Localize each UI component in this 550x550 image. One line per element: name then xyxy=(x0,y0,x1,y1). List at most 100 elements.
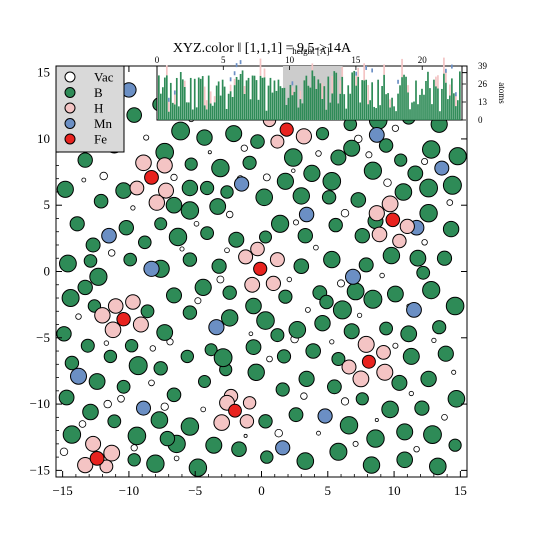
point-h xyxy=(381,195,399,213)
point-b xyxy=(387,285,404,303)
inset-bar xyxy=(437,88,439,120)
inset-bar xyxy=(209,103,212,120)
point-b xyxy=(58,389,75,406)
point-b xyxy=(200,180,215,196)
inset-bar xyxy=(171,102,174,120)
inset-bar xyxy=(197,77,200,120)
inset-bar xyxy=(357,76,360,120)
point-b xyxy=(330,149,347,166)
inset-bar-h xyxy=(229,84,232,92)
y-tick-label: 15 xyxy=(37,65,50,80)
inset-title: height [A] xyxy=(292,46,329,56)
point-b xyxy=(297,228,313,244)
inset-bar-mn xyxy=(445,68,447,73)
point-h xyxy=(392,233,407,249)
inset-bar-h xyxy=(437,75,439,89)
inset-bar xyxy=(433,79,435,120)
inset-bar xyxy=(291,95,294,120)
point-b xyxy=(331,352,346,366)
x-tick-label: 10 xyxy=(388,483,401,498)
inset-bar xyxy=(415,80,417,120)
inset-bar-h xyxy=(321,83,324,99)
point-b xyxy=(366,429,385,448)
point-vac xyxy=(179,246,185,252)
inset-bar-h xyxy=(233,78,236,86)
inset-bar xyxy=(249,99,252,120)
point-b xyxy=(107,414,122,429)
point-h xyxy=(135,154,152,172)
point-b xyxy=(432,320,447,335)
inset-bar xyxy=(227,93,230,120)
point-vac xyxy=(240,144,248,152)
point-b xyxy=(221,309,239,327)
point-vac xyxy=(194,297,202,305)
inset-bar xyxy=(323,86,326,120)
point-b xyxy=(211,258,227,274)
point-b xyxy=(448,438,462,452)
inset-y-label: atoms xyxy=(497,82,507,104)
point-b xyxy=(56,180,74,198)
point-b xyxy=(168,227,188,247)
inset-bar xyxy=(219,95,222,120)
inset-bar xyxy=(375,108,377,120)
point-h xyxy=(269,252,285,268)
y-tick-label: −15 xyxy=(30,462,50,477)
inset-bar-mn xyxy=(229,77,232,82)
inset-bar-h xyxy=(331,75,334,94)
inset-bar xyxy=(343,94,346,120)
point-h xyxy=(371,226,388,243)
inset-bar xyxy=(319,83,322,120)
inset-bar-h xyxy=(165,65,168,76)
point-b xyxy=(429,457,447,476)
point-b xyxy=(198,375,211,388)
inset-bar xyxy=(271,92,274,120)
point-vac xyxy=(392,342,399,349)
inset-bar xyxy=(187,102,190,120)
point-vac xyxy=(292,219,299,226)
inset-bar xyxy=(229,91,232,120)
inset-bar xyxy=(335,72,338,120)
inset-bar xyxy=(251,75,254,120)
inset-bar xyxy=(403,74,405,120)
point-vac xyxy=(99,171,108,181)
inset-bar xyxy=(237,79,240,120)
point-b xyxy=(445,296,465,316)
point-h xyxy=(213,414,230,431)
inset-bar-mn xyxy=(173,90,176,95)
point-b xyxy=(205,436,223,454)
point-fe xyxy=(89,451,105,466)
point-b xyxy=(188,458,208,477)
inset-bar xyxy=(309,87,312,120)
point-b xyxy=(402,347,420,365)
inset-bar xyxy=(441,88,443,120)
point-b xyxy=(180,417,200,436)
point-h xyxy=(104,321,122,339)
inset-bar xyxy=(273,80,276,120)
point-b xyxy=(362,456,381,474)
point-b xyxy=(315,127,330,141)
inset-bar xyxy=(275,90,278,120)
inset-bar xyxy=(181,79,184,120)
inset-bar xyxy=(315,88,318,120)
inset-bar xyxy=(285,104,288,120)
inset-bar-h xyxy=(357,67,360,77)
inset-bar xyxy=(325,109,328,120)
inset-bar xyxy=(429,88,431,120)
inset-bar-h xyxy=(407,85,409,93)
inset-bar xyxy=(401,77,403,120)
point-h xyxy=(341,359,357,375)
point-vac xyxy=(451,369,457,375)
point-vac xyxy=(413,446,420,453)
point-b xyxy=(138,235,152,250)
inset-bar-h xyxy=(383,64,385,75)
point-mn xyxy=(101,227,117,244)
point-b xyxy=(409,249,427,267)
inset-bar xyxy=(235,76,238,120)
inset-bar xyxy=(239,73,242,120)
inset-bar xyxy=(293,91,296,120)
point-b xyxy=(378,138,394,153)
point-vac xyxy=(421,239,428,246)
point-b xyxy=(303,164,321,182)
inset-bar-h xyxy=(213,96,216,103)
point-h xyxy=(368,205,385,222)
